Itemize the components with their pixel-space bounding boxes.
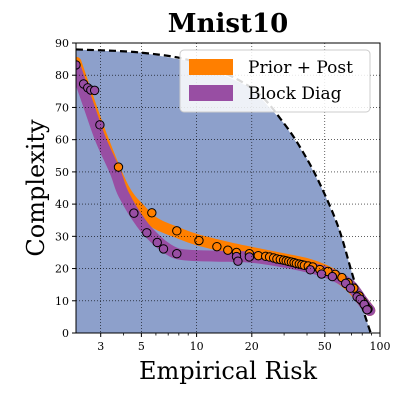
- legend-swatch: [189, 85, 233, 101]
- series-0-point: [172, 226, 182, 236]
- legend-swatch: [189, 59, 233, 75]
- chart-title: Mnist10: [168, 9, 288, 39]
- series-1-point: [129, 208, 139, 218]
- x-tick-label: 50: [318, 340, 332, 353]
- series-1-point: [362, 305, 372, 315]
- series-1-point: [95, 120, 105, 130]
- series-1-point: [244, 252, 255, 262]
- series-1-point: [152, 237, 162, 248]
- x-tick-label: 100: [370, 340, 391, 353]
- plot-area: [76, 48, 376, 333]
- y-tick-label: 10: [55, 295, 69, 308]
- series-1-point: [233, 256, 243, 266]
- series-0-point: [212, 241, 222, 252]
- y-tick-label: 30: [55, 230, 69, 243]
- series-1-point: [172, 249, 182, 259]
- y-axis-label: Complexity: [22, 119, 50, 257]
- boundary-curve: [76, 48, 372, 333]
- series-1-point: [142, 228, 152, 238]
- series-1-point: [327, 271, 338, 282]
- series-0-point: [113, 162, 124, 172]
- x-tick-label: 10: [190, 340, 204, 353]
- y-tick-label: 50: [55, 166, 69, 179]
- series-1-point: [158, 244, 169, 254]
- axes: 3 5 10 20 50 100 0 10 20 30 40 50 60 70 80 90: [55, 37, 391, 353]
- plot-frame: [75, 42, 381, 334]
- y-tick-label: 0: [62, 327, 69, 340]
- y-tick-label: 40: [55, 198, 69, 211]
- y-tick-label: 20: [55, 263, 69, 276]
- series-0-point: [194, 235, 204, 246]
- series-1-point: [305, 265, 316, 275]
- legend-label: Block Diag: [248, 84, 342, 104]
- y-tick-label: 80: [55, 69, 69, 82]
- legend-label: Prior + Post: [248, 58, 353, 78]
- x-axis-label: Empirical Risk: [139, 357, 318, 385]
- legend: Prior + Post Block Diag: [179, 49, 371, 113]
- x-tick-label: 3: [97, 340, 104, 353]
- series-0-point: [147, 208, 157, 218]
- series-1-point: [345, 283, 356, 293]
- series-1-point: [89, 85, 100, 96]
- series-0-point: [223, 245, 233, 255]
- y-tick-label: 60: [55, 134, 69, 147]
- x-tick-label: 20: [245, 340, 259, 353]
- y-tick-label: 90: [55, 37, 69, 50]
- x-tick-label: 5: [138, 340, 145, 353]
- y-tick-label: 70: [55, 101, 69, 114]
- series-1-point: [316, 269, 327, 279]
